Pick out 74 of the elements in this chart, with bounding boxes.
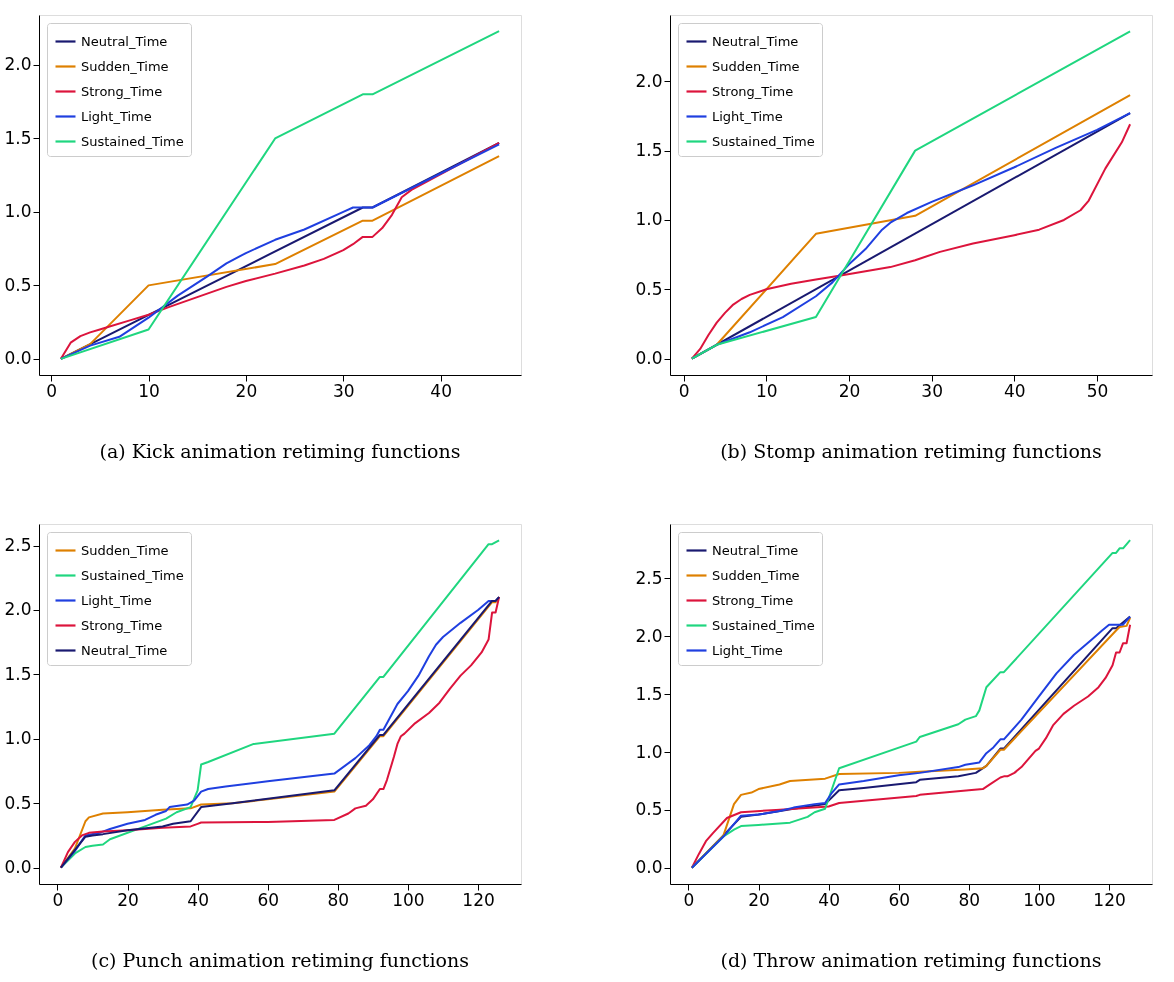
x-tick-label: 20 — [838, 380, 861, 401]
text: (b) Stomp animation retiming functions — [720, 440, 1102, 462]
y-tick-label: 1.0 — [4, 728, 32, 749]
legend-label: Neutral_Time — [81, 642, 168, 658]
x-tick-label: 100 — [1023, 889, 1056, 910]
x-tick-label: 0 — [683, 889, 695, 910]
y-tick-label: 0.5 — [635, 799, 663, 820]
x-tick-label: 100 — [392, 889, 425, 910]
x-tick-label: 40 — [1004, 380, 1026, 401]
text: (a) Kick animation retiming functions — [99, 440, 461, 462]
legend-label: Sustained_Time — [712, 133, 815, 149]
x-tick-label: 40 — [187, 889, 209, 910]
legend-label: Strong_Time — [712, 592, 794, 608]
y-tick-label: 0.5 — [4, 274, 32, 295]
legend-label: Neutral_Time — [712, 542, 799, 558]
x-tick-label: 40 — [430, 380, 452, 401]
x-tick-label: 10 — [756, 380, 778, 401]
y-tick-label: 1.0 — [4, 201, 32, 222]
legend-label: Strong_Time — [81, 617, 163, 633]
legend-label: Sudden_Time — [712, 567, 800, 583]
legend-label: Sustained_Time — [81, 567, 184, 583]
y-tick-label: 1.0 — [635, 209, 663, 230]
x-tick-label: 0 — [678, 380, 690, 401]
y-tick-label: 1.5 — [635, 683, 663, 704]
y-tick-label: 2.0 — [4, 54, 32, 75]
x-tick-label: 80 — [327, 889, 350, 910]
y-tick-label: 0.5 — [635, 278, 663, 299]
x-tick-label: 60 — [257, 889, 280, 910]
x-tick-label: 10 — [138, 380, 160, 401]
x-tick-label: 50 — [1086, 380, 1109, 401]
y-tick-label: 2.0 — [4, 599, 32, 620]
legend-label: Sudden_Time — [81, 542, 169, 558]
legend-label: Strong_Time — [712, 83, 794, 99]
x-tick-label: 30 — [921, 380, 943, 401]
text: (c) Punch animation retiming functions — [91, 949, 469, 971]
x-tick-label: 40 — [818, 889, 840, 910]
y-tick-label: 1.5 — [4, 663, 32, 684]
legend-label: Neutral_Time — [712, 33, 799, 49]
x-tick-label: 20 — [748, 889, 770, 910]
legend-label: Strong_Time — [81, 83, 163, 99]
y-tick-label: 0.5 — [4, 792, 32, 813]
legend-label: Light_Time — [712, 108, 783, 124]
legend-label: Neutral_Time — [81, 33, 168, 49]
line-series — [59, 596, 501, 869]
y-tick-label: 2.0 — [635, 625, 663, 646]
legend-label: Sudden_Time — [712, 58, 800, 74]
legend-label: Sustained_Time — [712, 617, 815, 633]
y-tick-label: 2.5 — [4, 535, 32, 556]
legend-label: Light_Time — [81, 592, 152, 608]
y-tick-label: 0.0 — [4, 857, 32, 878]
x-tick-label: 120 — [462, 889, 495, 910]
legend-label: Sudden_Time — [81, 58, 169, 74]
x-tick-label: 30 — [332, 380, 355, 401]
x-tick-label: 80 — [958, 889, 981, 910]
text: (d) Throw animation retiming functions — [720, 949, 1102, 971]
y-tick-label: 0.0 — [635, 857, 663, 878]
y-tick-label: 0.0 — [635, 348, 663, 369]
legend-label: Light_Time — [712, 642, 783, 658]
legend-label: Sustained_Time — [81, 133, 184, 149]
y-tick-label: 0.0 — [4, 348, 32, 369]
line-series — [690, 30, 1132, 360]
x-tick-label: 20 — [117, 889, 139, 910]
line-series — [59, 30, 501, 360]
legend-label: Light_Time — [81, 108, 152, 124]
y-tick-label: 2.5 — [635, 567, 663, 588]
y-tick-label: 2.0 — [635, 70, 663, 91]
x-tick-label: 0 — [52, 889, 64, 910]
x-tick-label: 120 — [1093, 889, 1126, 910]
x-tick-label: 0 — [46, 380, 58, 401]
y-tick-label: 1.0 — [635, 741, 663, 762]
x-tick-label: 60 — [888, 889, 911, 910]
y-tick-label: 1.5 — [4, 127, 32, 148]
y-tick-label: 1.5 — [635, 140, 663, 161]
x-tick-label: 20 — [235, 380, 258, 401]
